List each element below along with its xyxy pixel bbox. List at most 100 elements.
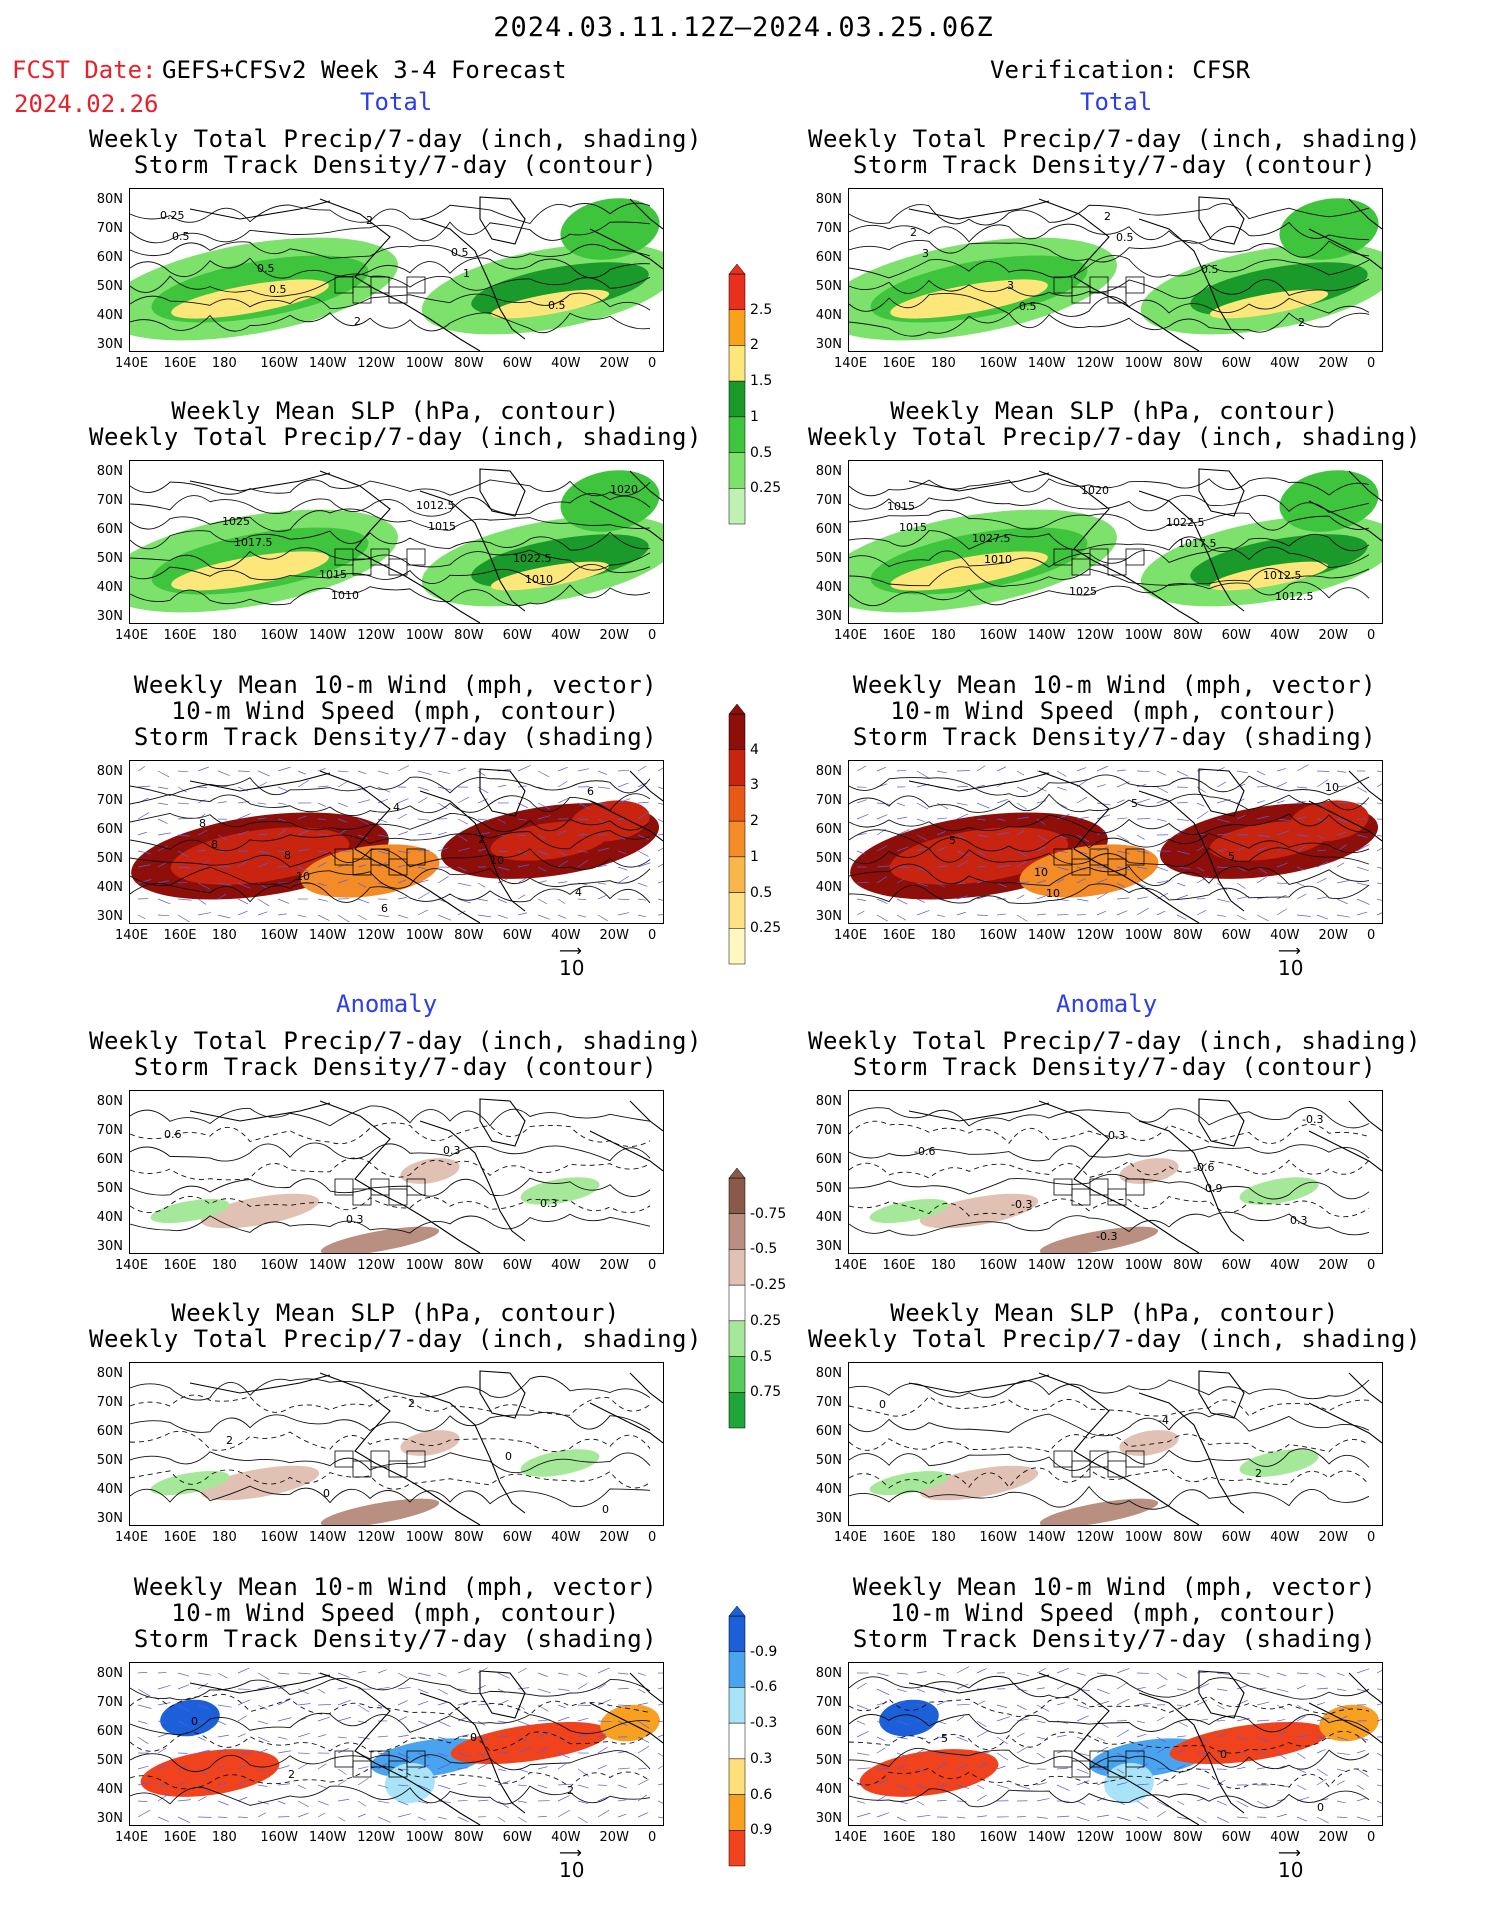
verification-anomaly-wind-storm-lon-tick: 140E: [834, 1830, 868, 1845]
verification-total-wind-storm-wind-vector: [1336, 831, 1348, 836]
colorbar-precip-total-segment: [728, 416, 746, 453]
forecast-total-wind-storm-wind-vector: [457, 898, 471, 904]
forecast-anomaly-wind-storm-wind-vector: [637, 1702, 649, 1706]
verification-total-wind-storm-lon-tick: 0: [1367, 928, 1376, 943]
verification-total-wind-storm-wind-vector: [1076, 796, 1088, 804]
verification-anomaly-wind-storm-wind-vector: [1056, 1702, 1066, 1706]
verification-total-wind-storm-wind-vector: [936, 882, 945, 888]
verification-anomaly-wind-storm-wind-vector: [1236, 1800, 1249, 1808]
verification-total-slp-precip-contour: [849, 581, 1370, 607]
forecast-anomaly-wind-storm-wind-vector: [657, 1783, 663, 1786]
verification-total-wind-storm-wind-vector: [1176, 866, 1191, 870]
forecast-total-wind-storm-wind-vector: [257, 898, 270, 907]
forecast-total-slp-precip-contour-label: 1015: [319, 568, 347, 581]
colorbar-storm-total-segment: [728, 892, 746, 929]
forecast-anomaly-slp-precip-lon-tick: 140E: [115, 1530, 149, 1545]
forecast-anomaly-wind-storm-wind-vector: [657, 1734, 663, 1738]
verification-anomaly-precip-storm-coastline: [908, 1102, 1050, 1122]
forecast-anomaly-wind-storm-wind-vector: [317, 1763, 327, 1770]
forecast-anomaly-precip-storm-lat-tick: 60N: [96, 1152, 123, 1167]
forecast-total-wind-storm-wind-vector: [557, 830, 567, 836]
forecast-anomaly-wind-storm-wind-vector: [217, 1672, 228, 1679]
verification-total-wind-storm-wind-vector: [1256, 876, 1267, 884]
verification-total-wind-storm-wind-vector: [976, 866, 986, 868]
forecast-total-wind-storm-wind-vector: [477, 882, 486, 888]
colorbar-storm-anomaly-label: -0.3: [750, 1715, 778, 1732]
verification-total-precip-storm-coastline: [1348, 198, 1382, 230]
forecast-total-slp-precip-title-line-2: Weekly Total Precip/7-day (inch, shading…: [89, 423, 702, 451]
forecast-total-wind-storm-wind-vector: [417, 786, 430, 791]
forecast-anomaly-wind-storm-wind-vector: [577, 1800, 589, 1805]
forecast-total-precip-storm-title-line-1: Weekly Total Precip/7-day (inch, shading…: [89, 125, 702, 153]
verification-total-wind-storm-contour-label: 5: [949, 834, 956, 847]
verification-anomaly-wind-storm-wind-vector: [876, 1812, 890, 1818]
forecast-total-wind-storm-wind-vector: [377, 798, 389, 804]
verification-anomaly-wind-storm-wind-vector: [1336, 1816, 1348, 1818]
verification-anomaly-precip-storm-coastline: [1198, 1098, 1245, 1147]
forecast-total-wind-storm-wind-vector: [217, 882, 232, 886]
forecast-anomaly-precip-storm-title-line-1: Weekly Total Precip/7-day (inch, shading…: [89, 1027, 702, 1055]
verification-total-wind-storm-wind-vector: [1056, 813, 1070, 820]
forecast-total-wind-storm-wind-vector: [297, 849, 309, 852]
verification-total-precip-storm-contour-label: 3: [1007, 279, 1014, 292]
verification-total-wind-storm-wind-vector: [1236, 882, 1246, 889]
verification-anomaly-wind-storm-wind-vector: [1216, 1816, 1230, 1823]
verification-total-slp-precip-contour: [849, 546, 1370, 568]
verification-total-wind-storm-wind-vector: [1216, 781, 1227, 788]
verification-total-precip-storm-contour-label: 2: [1104, 210, 1111, 223]
verification-anomaly-wind-storm-shading: [1169, 1721, 1329, 1765]
verification-total-wind-storm-lon-tick: 140E: [834, 928, 868, 943]
verification-total-slp-precip-contour-label: 1025: [1069, 585, 1097, 598]
verification-anomaly-wind-storm-lon-tick: 140W: [1027, 1830, 1066, 1845]
verification-total-precip-storm-lat-tick: 40N: [815, 308, 842, 323]
forecast-total-wind-storm-wind-vector: [657, 833, 663, 836]
forecast-anomaly-wind-storm-wind-vector: [437, 1688, 448, 1695]
verification-anomaly-wind-storm-wind-vector: [1296, 1752, 1306, 1759]
verification-total-precip-storm-lon-tick: 160W: [979, 356, 1018, 371]
verification-total-slp-precip-lat-tick: 70N: [815, 493, 842, 508]
forecast-anomaly-wind-storm-wind-vector: [437, 1763, 451, 1770]
colorbar-storm-total: [728, 704, 746, 965]
verification-anomaly-wind-storm-wind-vector: [1016, 1784, 1031, 1790]
forecast-anomaly-wind-storm-wind-vector: [517, 1816, 527, 1823]
verification-total-slp-precip-coastline: [1308, 500, 1382, 542]
forecast-total-slp-precip-lon-tick: 20W: [599, 628, 629, 643]
forecast-anomaly-wind-storm-contour: [130, 1765, 651, 1790]
verification-anomaly-wind-storm-wind-vector: [1276, 1688, 1289, 1693]
verification-anomaly-slp-precip-coastline: [1138, 1392, 1245, 1514]
colorbar-precip-anomaly-label: -0.5: [750, 1241, 778, 1258]
forecast-total-wind-storm-wind-vector: [297, 866, 309, 872]
forecast-total-wind-storm-wind-vector: [137, 864, 151, 868]
verification-total-precip-storm-lat-tick: 70N: [815, 221, 842, 236]
forecast-anomaly-precip-storm-coastline: [479, 1098, 526, 1147]
forecast-anomaly-wind-storm-wind-vector: [497, 1768, 507, 1772]
forecast-total-precip-storm-lon-tick: 140W: [308, 356, 347, 371]
verification-total-slp-precip-coastline: [908, 472, 1050, 492]
verification-total-precip-storm-contour-label: 0.5: [1201, 263, 1219, 276]
verification-total-wind-storm-wind-vector: [1316, 770, 1330, 772]
colorbar-storm-anomaly-segment: [728, 1794, 746, 1831]
forecast-anomaly-wind-storm-wind-vector: [417, 1784, 431, 1791]
forecast-anomaly-wind-storm-wind-vector: [557, 1716, 570, 1722]
verification-total-precip-storm-state-border: [1125, 276, 1145, 294]
forecast-total-precip-storm-contour: [130, 241, 651, 259]
forecast-anomaly-wind-storm-wind-vector: [277, 1765, 290, 1770]
forecast-total-wind-storm-title-line-2: 10-m Wind Speed (mph, contour): [171, 697, 620, 725]
forecast-total-wind-storm-wind-vector: [577, 768, 590, 772]
forecast-total-wind-storm-wind-vector: [617, 798, 631, 804]
verification-total-wind-storm-wind-vector: [1336, 770, 1347, 773]
forecast-anomaly-wind-storm-wind-vector: [597, 1733, 606, 1738]
forecast-anomaly-wind-storm-wind-vector: [417, 1672, 431, 1677]
verification-anomaly-wind-storm-wind-vector: [1036, 1687, 1045, 1690]
verification-total-precip-storm-contour: [849, 221, 1370, 244]
forecast-total-precip-storm-lat-tick: 50N: [96, 279, 123, 294]
forecast-total-wind-storm-wind-vector: [537, 880, 547, 884]
verification-total-wind-storm-wind-vector: [1276, 830, 1290, 836]
verification-anomaly-wind-storm-state-border: [1071, 1760, 1091, 1778]
verification-total-wind-storm-wind-vector: [956, 802, 968, 806]
verification-anomaly-slp-precip-lon-tick: 140E: [834, 1530, 868, 1545]
verification-total-wind-storm-contour: [849, 883, 1370, 904]
colorbar-storm-anomaly-label: -0.6: [750, 1679, 778, 1696]
verification-anomaly-wind-storm-wind-vector: [956, 1800, 967, 1802]
verification-total-wind-storm-wind-vector: [956, 895, 968, 900]
